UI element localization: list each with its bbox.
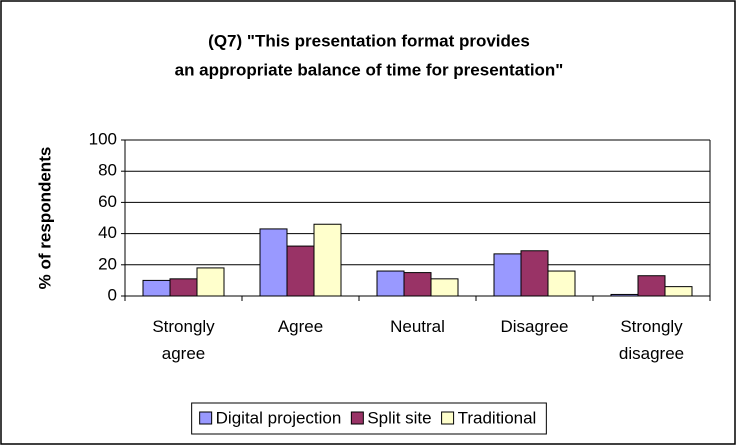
bar bbox=[520, 250, 549, 297]
bar bbox=[142, 279, 171, 297]
chart-title: (Q7) "This presentation format provides bbox=[208, 31, 530, 50]
bar bbox=[547, 270, 576, 297]
bar bbox=[430, 278, 459, 297]
y-tick-label: 100 bbox=[89, 129, 117, 148]
x-tick-label: Strongly agree bbox=[152, 317, 215, 363]
bar bbox=[493, 253, 522, 297]
legend-label: Traditional bbox=[458, 408, 537, 427]
legend-swatch bbox=[199, 411, 213, 425]
legend-label: Split site bbox=[367, 408, 431, 427]
y-tick-label: 0 bbox=[108, 285, 117, 304]
bar bbox=[664, 286, 693, 297]
x-tick-label: Neutral bbox=[390, 317, 445, 336]
y-tick-label: 20 bbox=[98, 254, 117, 273]
y-tick-label: 60 bbox=[98, 192, 117, 211]
bar bbox=[286, 245, 315, 297]
legend-swatch bbox=[441, 411, 455, 425]
y-tick-label: 40 bbox=[98, 223, 117, 242]
x-tick-label: Agree bbox=[278, 317, 323, 336]
bar bbox=[637, 275, 666, 297]
y-tick-label: 80 bbox=[98, 161, 117, 180]
y-axis-label: % of respondents bbox=[35, 147, 54, 290]
x-tick-label: Disagree bbox=[500, 317, 568, 336]
bar bbox=[259, 228, 288, 297]
x-tick-label: Strongly disagree bbox=[619, 317, 684, 363]
bar bbox=[196, 267, 225, 297]
bar bbox=[403, 272, 432, 297]
chart-title: an appropriate balance of time for prese… bbox=[175, 60, 564, 79]
legend-label: Digital projection bbox=[216, 408, 342, 427]
bar bbox=[376, 270, 405, 297]
legend-swatch bbox=[350, 411, 364, 425]
legend-box bbox=[191, 402, 547, 435]
bar bbox=[313, 223, 342, 297]
bar bbox=[169, 278, 198, 297]
